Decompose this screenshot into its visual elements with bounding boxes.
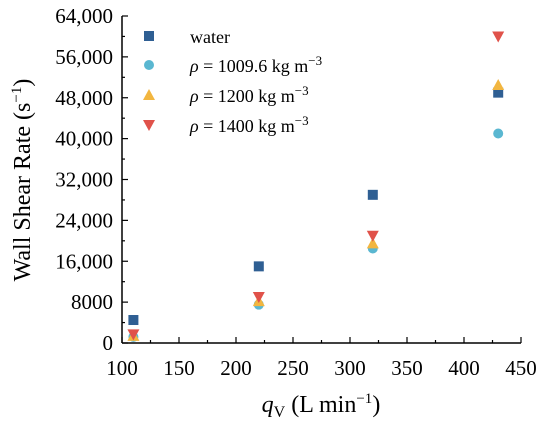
data-point-series-4 (127, 329, 140, 341)
y-tick-label: 32,000 (55, 168, 113, 192)
data-point-series-3 (492, 78, 505, 90)
y-tick-label: 0 (103, 331, 114, 355)
legend-marker-series-1 (144, 31, 154, 41)
data-point-series-4 (252, 292, 265, 304)
x-tick-label: 400 (448, 356, 480, 380)
x-axis-title: qV (L min−1) (262, 391, 381, 421)
data-point-series-4 (366, 230, 379, 242)
y-ticks: 0 8000 16,000 24,000 32,000 40,000 48,000 56,00… (55, 4, 128, 355)
y-tick-label: 40,000 (55, 127, 113, 151)
data-point-series-4 (492, 31, 505, 43)
data-point-series-1 (253, 261, 264, 272)
data-point-series-1 (367, 189, 378, 200)
data-point-series-3 (366, 237, 379, 249)
x-tick-label: 350 (391, 356, 423, 380)
x-tick-label: 450 (505, 356, 537, 380)
legend-label-series-2: ρ = 1009.6 kg m−3 (189, 53, 322, 76)
legend-label-series-1: water (190, 27, 230, 47)
data-markers (127, 31, 505, 342)
legend-marker-series-2 (144, 60, 154, 70)
x-tick-label: 250 (277, 356, 309, 380)
y-tick-label: 24,000 (55, 208, 113, 232)
data-point-series-1 (493, 87, 504, 98)
y-tick-label: 16,000 (55, 249, 113, 273)
x-tick-label: 300 (334, 356, 366, 380)
x-tick-label: 200 (220, 356, 252, 380)
data-point-series-1 (128, 315, 139, 326)
legend-marker-series-3 (143, 89, 155, 100)
x-tick-label: 150 (163, 356, 195, 380)
data-point-series-2 (493, 128, 504, 139)
legend-label-series-4: ρ = 1400 kg m−3 (189, 113, 309, 136)
y-tick-label: 48,000 (55, 86, 113, 110)
legend-marker-series-4 (143, 120, 155, 131)
y-tick-label: 64,000 (55, 4, 113, 28)
x-tick-label: 100 (106, 356, 138, 380)
y-axis-title: Wall Shear Rate (s−1) (9, 79, 36, 282)
y-tick-label: 56,000 (55, 45, 113, 69)
legend-label-series-3: ρ = 1200 kg m−3 (189, 83, 309, 106)
x-ticks: 100 150 200 250 300 350 400 450 (106, 337, 537, 380)
legend: water ρ = 1009.6 kg m−3 ρ = 1200 kg m−3 ρ =… (143, 27, 322, 136)
y-tick-label: 8000 (71, 290, 113, 314)
